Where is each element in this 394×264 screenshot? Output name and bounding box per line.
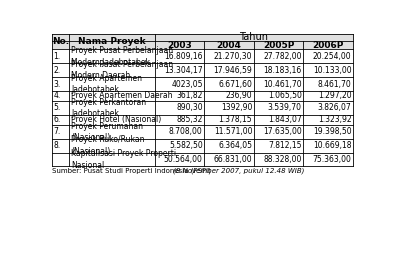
Text: 10.461,70: 10.461,70 [263, 79, 302, 88]
Text: Proyek Hotel (Nasional): Proyek Hotel (Nasional) [71, 115, 161, 124]
Text: Sumber: Pusat Studi Properti Indonesia (PSPI): Sumber: Pusat Studi Properti Indonesia (… [52, 168, 213, 175]
Text: 6.: 6. [53, 115, 60, 124]
Text: 4.: 4. [53, 91, 60, 101]
Text: 1.378,15: 1.378,15 [219, 115, 252, 124]
Text: 5.: 5. [53, 103, 60, 112]
Text: 11.571,00: 11.571,00 [214, 127, 252, 136]
Text: 10.669,18: 10.669,18 [313, 141, 351, 150]
Text: 1.323,92: 1.323,92 [318, 115, 351, 124]
Text: Nama Proyek: Nama Proyek [78, 37, 146, 46]
Text: 6.364,05: 6.364,05 [218, 141, 252, 150]
Text: Proyek Ruko/Rukan
(Nasional): Proyek Ruko/Rukan (Nasional) [71, 135, 145, 156]
Text: 1.843,07: 1.843,07 [268, 115, 302, 124]
Text: 27.782,00: 27.782,00 [264, 52, 302, 61]
Text: 7.: 7. [53, 127, 60, 136]
Text: Proyek Apartemen
Jadebotabek: Proyek Apartemen Jadebotabek [71, 74, 142, 94]
Text: Proyek Pusat Perbelanjaan
Modern Jadebotabek: Proyek Pusat Perbelanjaan Modern Jadebot… [71, 46, 173, 67]
Text: 88.328,00: 88.328,00 [264, 155, 302, 164]
Text: Proyek Pusat Perbelanjaan
Modern Daerah: Proyek Pusat Perbelanjaan Modern Daerah [71, 60, 173, 81]
Text: 21.270,30: 21.270,30 [214, 52, 252, 61]
Text: 10.133,00: 10.133,00 [313, 66, 351, 75]
Text: 4023,05: 4023,05 [171, 79, 203, 88]
Text: 2004: 2004 [217, 41, 242, 50]
Text: 8.461,70: 8.461,70 [318, 79, 351, 88]
Text: 18.183,16: 18.183,16 [264, 66, 302, 75]
Text: Proyek Perumahan
(Nasional): Proyek Perumahan (Nasional) [71, 121, 143, 142]
Text: 20.254,00: 20.254,00 [313, 52, 351, 61]
Text: 7.812,15: 7.812,15 [268, 141, 302, 150]
Text: 3.539,70: 3.539,70 [268, 103, 302, 112]
Text: Tahun: Tahun [239, 32, 268, 43]
Text: Proyek Perkantoran
Jadebotabek: Proyek Perkantoran Jadebotabek [71, 98, 146, 118]
Bar [52, 34, 353, 49]
Text: 66.831,00: 66.831,00 [214, 155, 252, 164]
Text: 3.826,07: 3.826,07 [318, 103, 351, 112]
Text: 8.: 8. [53, 141, 60, 150]
Text: 1.297,20: 1.297,20 [318, 91, 351, 101]
Text: 885,32: 885,32 [177, 115, 203, 124]
Text: 17.946,59: 17.946,59 [214, 66, 252, 75]
Text: 50.564,00: 50.564,00 [164, 155, 203, 164]
Text: 17.635,00: 17.635,00 [263, 127, 302, 136]
Text: 19.398,50: 19.398,50 [313, 127, 351, 136]
Text: No.: No. [52, 37, 69, 46]
Text: 1392,90: 1392,90 [221, 103, 252, 112]
Text: 361,82: 361,82 [177, 91, 203, 101]
Text: 2006P: 2006P [312, 41, 344, 50]
Text: 5.582,50: 5.582,50 [169, 141, 203, 150]
Text: 2005P: 2005P [263, 41, 294, 50]
Text: 16.809,16: 16.809,16 [164, 52, 203, 61]
Text: 2.: 2. [53, 66, 60, 75]
Text: 6.671,60: 6.671,60 [218, 79, 252, 88]
Text: 1.: 1. [53, 52, 60, 61]
Text: 2003: 2003 [167, 41, 192, 50]
Text: 890,30: 890,30 [176, 103, 203, 112]
Text: Kapitalisasi Proyek Properti
Nasional: Kapitalisasi Proyek Properti Nasional [71, 149, 176, 170]
Text: 8.708,00: 8.708,00 [169, 127, 203, 136]
Text: (8 November 2007, pukul 12.48 WIB): (8 November 2007, pukul 12.48 WIB) [173, 168, 305, 175]
Text: 3.: 3. [53, 79, 60, 88]
Text: 1.065,50: 1.065,50 [268, 91, 302, 101]
Text: 75.363,00: 75.363,00 [312, 155, 351, 164]
Text: 236,90: 236,90 [226, 91, 252, 101]
Text: Proyek Apartemen Daerah: Proyek Apartemen Daerah [71, 91, 173, 101]
Text: 13.304,17: 13.304,17 [164, 66, 203, 75]
